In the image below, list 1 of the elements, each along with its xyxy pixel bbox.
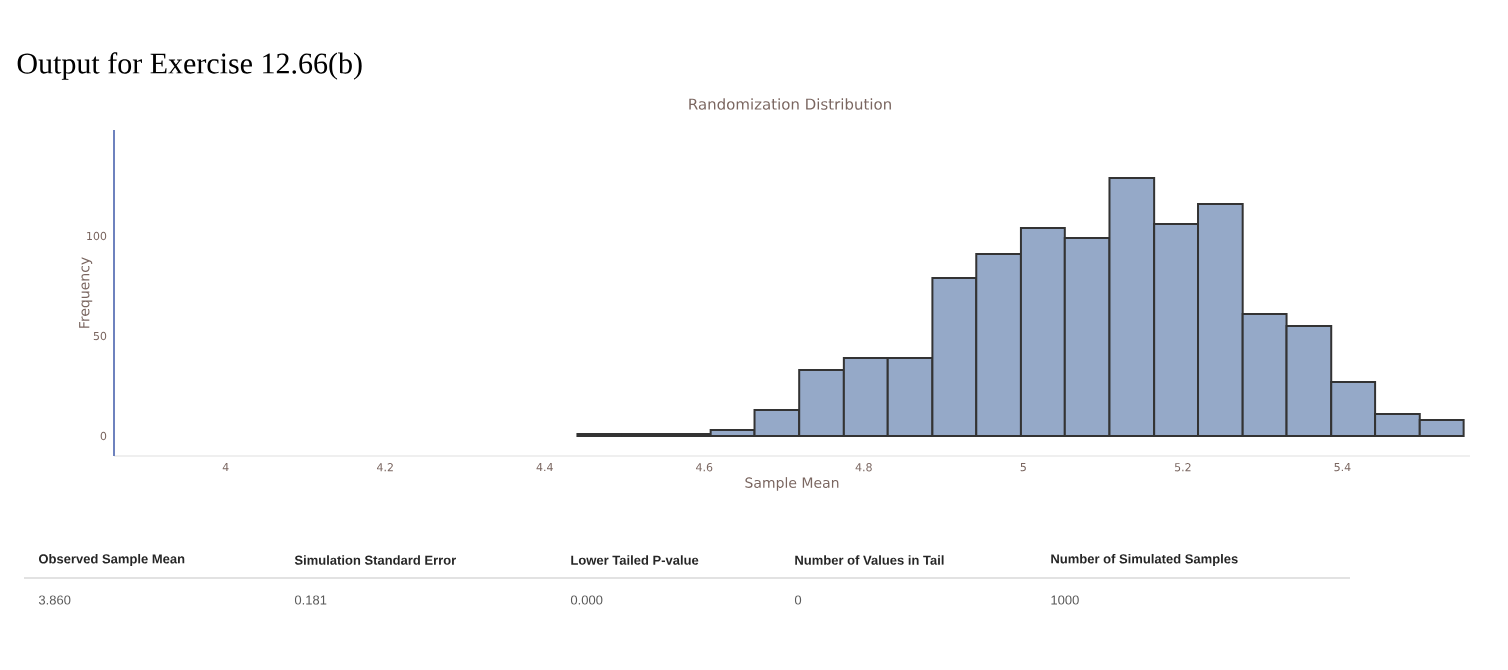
chart-title: Output for Exercise 12.66(b) xyxy=(17,52,362,80)
